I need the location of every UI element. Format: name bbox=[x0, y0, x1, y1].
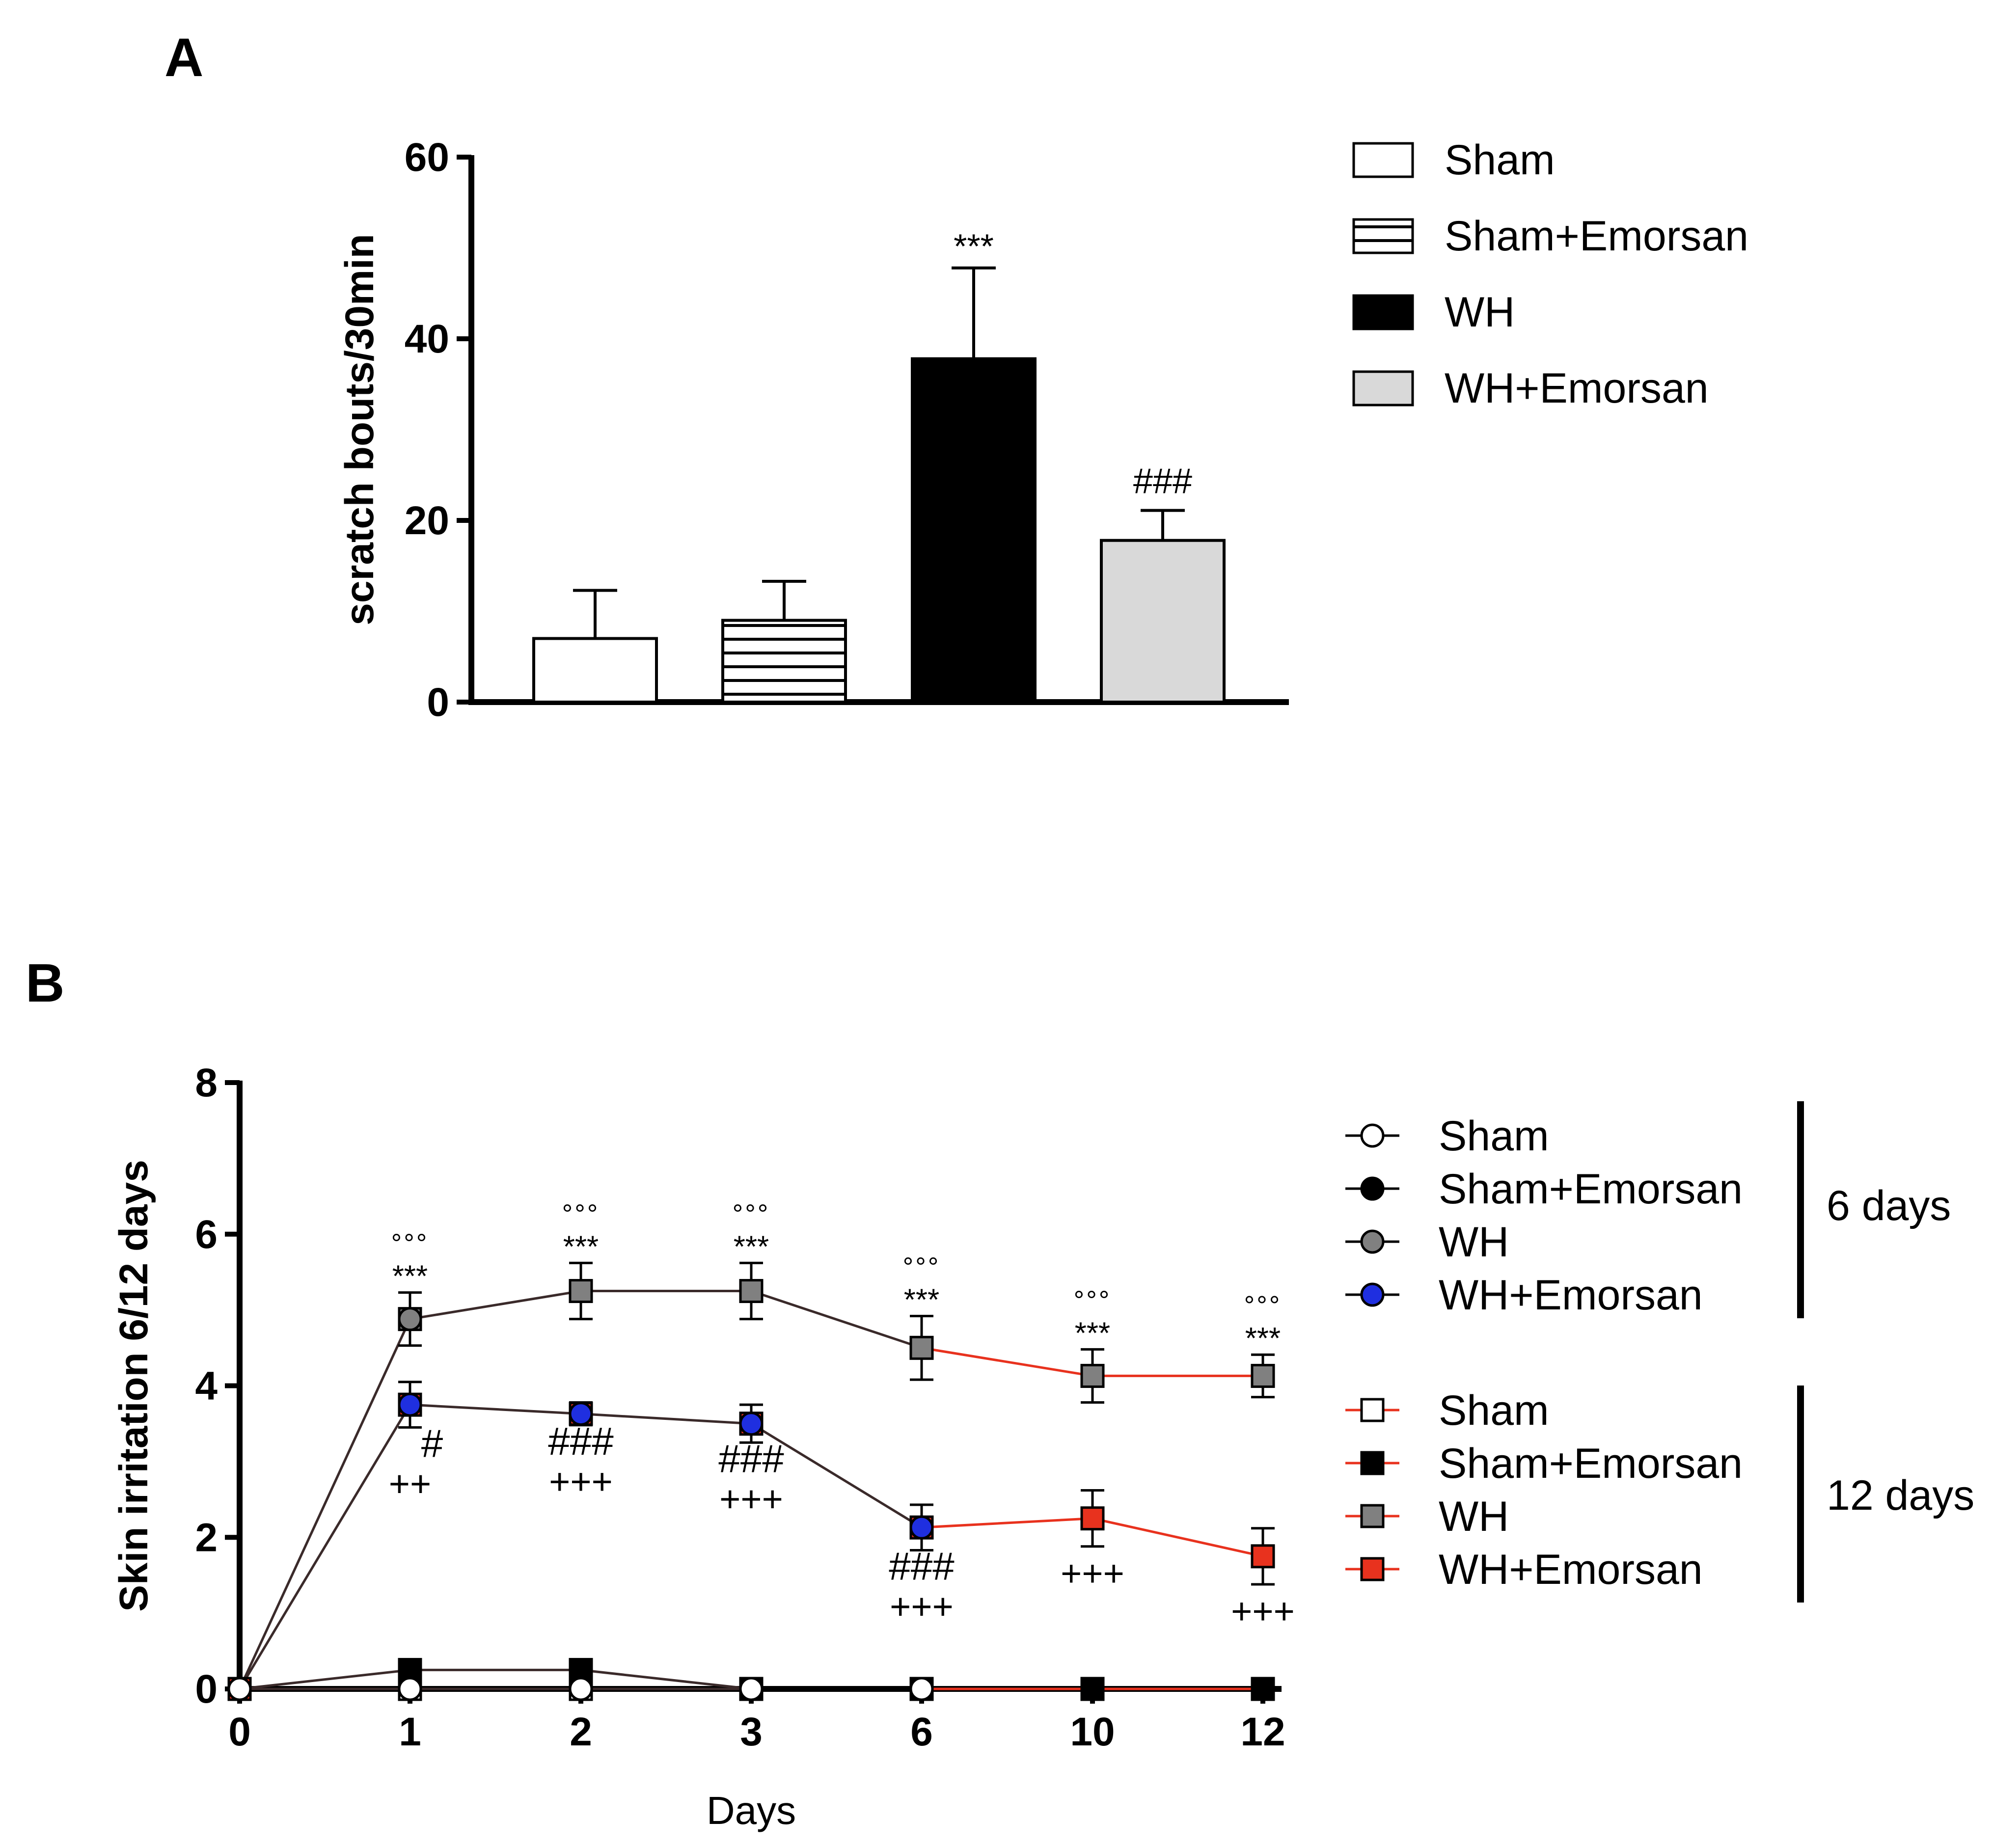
data-point-circle bbox=[739, 1412, 764, 1436]
y-tick-label: 0 bbox=[427, 680, 449, 725]
data-point-square bbox=[1251, 1677, 1275, 1701]
panel-label-b: B bbox=[26, 953, 64, 1013]
annotation-stars: *** bbox=[1245, 1322, 1281, 1356]
series-line-6-days bbox=[239, 1668, 752, 1690]
bar-chart-panel-a: 0 20 40 60 scratch bouts/30min *** ### Sham Sham… bbox=[337, 135, 1748, 725]
group-label-6-days: 6 days bbox=[1827, 1182, 1951, 1229]
y-tick-label: 8 bbox=[195, 1060, 218, 1105]
annotation-stars: *** bbox=[734, 1230, 769, 1264]
legend-swatch bbox=[1352, 142, 1414, 178]
y-tick-label: 20 bbox=[405, 498, 449, 543]
legend-marker-square bbox=[1360, 1398, 1385, 1422]
data-point-circle bbox=[398, 1307, 422, 1332]
legend-label: WH+Emorsan bbox=[1445, 365, 1709, 412]
data-point-square bbox=[569, 1279, 593, 1304]
y-tick-label: 4 bbox=[195, 1364, 218, 1409]
data-point-circle bbox=[909, 1677, 934, 1701]
x-tick-label: 0 bbox=[228, 1710, 251, 1754]
legend-swatch bbox=[1352, 294, 1414, 330]
legend-label: WH bbox=[1445, 289, 1515, 336]
legend-label: Sham bbox=[1445, 136, 1555, 184]
annotation-plus: +++ bbox=[890, 1586, 954, 1627]
annotation-plus: +++ bbox=[549, 1461, 613, 1502]
y-axis-title: Skin irritation 6/12 days bbox=[111, 1160, 156, 1612]
legend-label: WH bbox=[1439, 1219, 1509, 1266]
y-axis-title: scratch bouts/30min bbox=[337, 234, 382, 625]
annotation-stars: *** bbox=[563, 1230, 599, 1264]
data-point-circle bbox=[398, 1677, 422, 1701]
annotation-plus: +++ bbox=[1061, 1553, 1124, 1594]
y-tick-label: 6 bbox=[195, 1212, 218, 1257]
legend-label: Sham bbox=[1439, 1387, 1549, 1434]
y-tick-label: 60 bbox=[405, 135, 449, 180]
legend-marker-square bbox=[1360, 1451, 1385, 1475]
data-point-square bbox=[1251, 1544, 1275, 1569]
legend-label: Sham bbox=[1439, 1113, 1549, 1160]
data-point-circle bbox=[909, 1515, 934, 1540]
bar bbox=[1100, 539, 1226, 704]
legend-marker-circle bbox=[1360, 1229, 1385, 1254]
data-point-square bbox=[1080, 1506, 1105, 1531]
annotation-hash: ### bbox=[889, 1544, 955, 1588]
annotation-stars: *** bbox=[904, 1283, 939, 1317]
x-tick-label: 2 bbox=[570, 1710, 592, 1754]
data-point-square bbox=[909, 1335, 934, 1360]
annotation-hash: # bbox=[421, 1421, 443, 1465]
x-axis-title: Days bbox=[707, 1789, 796, 1832]
annotation-plus: ++ bbox=[389, 1463, 431, 1504]
data-point-square bbox=[739, 1279, 764, 1304]
annotation-stars: *** bbox=[392, 1260, 428, 1294]
legend-marker-circle bbox=[1360, 1176, 1385, 1201]
annotation-degrees: °°° bbox=[391, 1229, 429, 1258]
annotation-degrees: °°° bbox=[1074, 1285, 1112, 1315]
x-tick-label: 3 bbox=[740, 1710, 763, 1754]
legend-swatch bbox=[1352, 370, 1414, 407]
legend-marker-square bbox=[1360, 1504, 1385, 1528]
bar bbox=[532, 637, 658, 704]
y-tick-label: 40 bbox=[405, 317, 449, 361]
group-label-12-days: 12 days bbox=[1827, 1472, 1974, 1519]
bar bbox=[911, 357, 1037, 704]
y-tick-label: 2 bbox=[195, 1515, 218, 1560]
bar bbox=[721, 619, 847, 704]
x-tick-label: 6 bbox=[910, 1710, 933, 1754]
annotation-degrees: °°° bbox=[733, 1199, 770, 1228]
x-tick-label: 12 bbox=[1240, 1710, 1285, 1754]
x-tick-label: 10 bbox=[1070, 1710, 1115, 1754]
data-point-square bbox=[1080, 1363, 1105, 1388]
legend-label: Sham+Emorsan bbox=[1439, 1166, 1743, 1213]
annotation-plus: +++ bbox=[1231, 1591, 1295, 1631]
legend-label: WH bbox=[1439, 1493, 1509, 1540]
data-point-circle bbox=[569, 1677, 593, 1701]
data-point-square bbox=[1080, 1677, 1105, 1701]
data-point-circle bbox=[227, 1677, 252, 1701]
data-point-circle bbox=[569, 1402, 593, 1426]
data-point-circle bbox=[398, 1392, 422, 1417]
legend-label: WH+Emorsan bbox=[1439, 1272, 1703, 1319]
bar-annotation: *** bbox=[954, 227, 994, 266]
legend-marker-circle bbox=[1360, 1123, 1385, 1148]
legend-swatch bbox=[1352, 218, 1414, 254]
annotation-degrees: °°° bbox=[1244, 1291, 1282, 1320]
annotation-hash: ### bbox=[548, 1419, 614, 1463]
legend-marker-circle bbox=[1360, 1282, 1385, 1307]
annotation-plus: +++ bbox=[719, 1478, 783, 1519]
data-point-square bbox=[1251, 1363, 1275, 1388]
bar-annotation: ### bbox=[1133, 462, 1192, 501]
annotation-degrees: °°° bbox=[562, 1199, 600, 1228]
annotation-degrees: °°° bbox=[903, 1252, 941, 1281]
legend-marker-square bbox=[1360, 1557, 1385, 1581]
annotation-stars: *** bbox=[1075, 1316, 1110, 1350]
x-tick-label: 1 bbox=[399, 1710, 421, 1754]
y-tick-label: 0 bbox=[195, 1667, 218, 1712]
legend-label: Sham+Emorsan bbox=[1445, 213, 1748, 260]
legend-label: Sham+Emorsan bbox=[1439, 1440, 1743, 1487]
legend-label: WH+Emorsan bbox=[1439, 1546, 1703, 1593]
annotation-hash: ### bbox=[718, 1437, 784, 1480]
data-point-circle bbox=[739, 1677, 764, 1701]
panel-label-a: A bbox=[164, 27, 203, 88]
